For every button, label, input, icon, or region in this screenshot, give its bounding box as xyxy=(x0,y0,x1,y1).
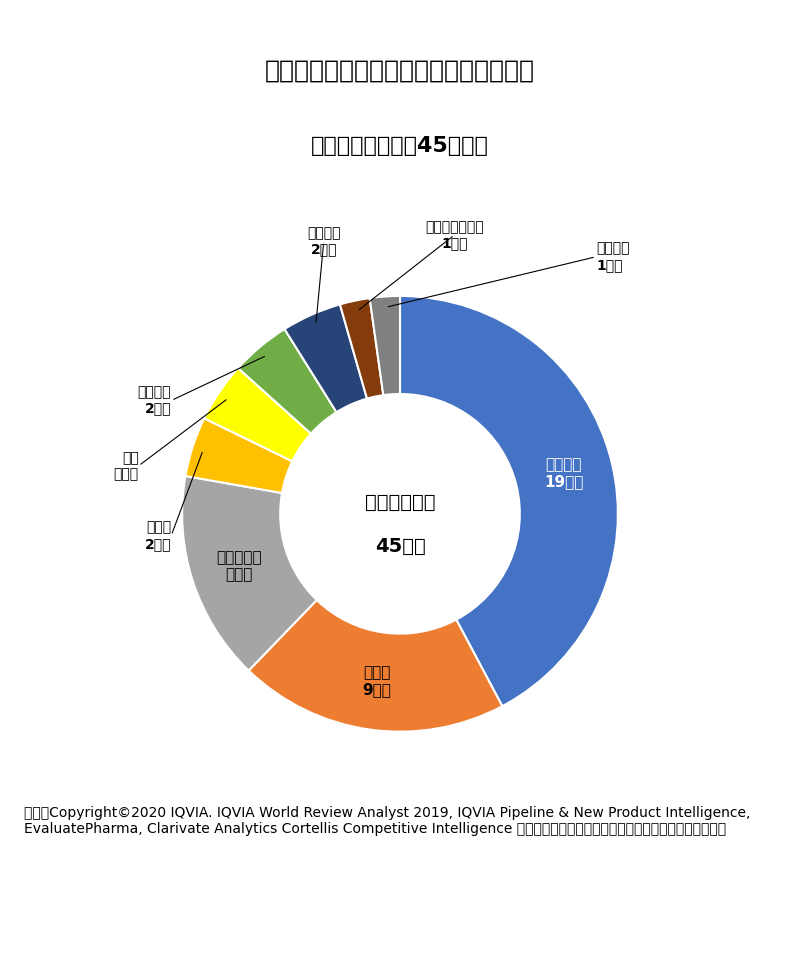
Wedge shape xyxy=(186,418,292,493)
Wedge shape xyxy=(285,304,367,412)
Wedge shape xyxy=(238,330,337,434)
Text: バイオ医薬品: バイオ医薬品 xyxy=(365,494,435,512)
Wedge shape xyxy=(370,295,400,396)
Text: スイス
9品目: スイス 9品目 xyxy=(362,665,391,697)
Text: イギリス
2品目: イギリス 2品目 xyxy=(307,226,341,257)
Text: フランス
2品目: フランス 2品目 xyxy=(138,386,171,416)
Text: ベルギー
1品目: ベルギー 1品目 xyxy=(596,242,630,272)
Wedge shape xyxy=(249,600,502,732)
Text: 日本
２品目: 日本 ２品目 xyxy=(114,451,138,481)
Wedge shape xyxy=(400,295,618,707)
Wedge shape xyxy=(182,476,317,671)
Text: ドイツ
2品目: ドイツ 2品目 xyxy=(145,520,171,551)
Text: オーストラリア
1品目: オーストラリア 1品目 xyxy=(425,220,484,250)
Text: デンマーク
７品目: デンマーク ７品目 xyxy=(217,550,262,582)
Text: アメリカ
19品目: アメリカ 19品目 xyxy=(544,457,583,489)
Wedge shape xyxy=(340,298,383,399)
Text: 45品目: 45品目 xyxy=(374,537,426,556)
Text: （バイオ医薬品：45品目）: （バイオ医薬品：45品目） xyxy=(311,136,489,156)
Wedge shape xyxy=(204,368,311,462)
Text: 出所：Copyright©2020 IQVIA. IQVIA World Review Analyst 2019, IQVIA Pipeline & New P: 出所：Copyright©2020 IQVIA. IQVIA World Rev… xyxy=(24,806,750,836)
Text: 図６　医薬品創出企業の国籍別医薬品数: 図６ 医薬品創出企業の国籍別医薬品数 xyxy=(265,58,535,83)
